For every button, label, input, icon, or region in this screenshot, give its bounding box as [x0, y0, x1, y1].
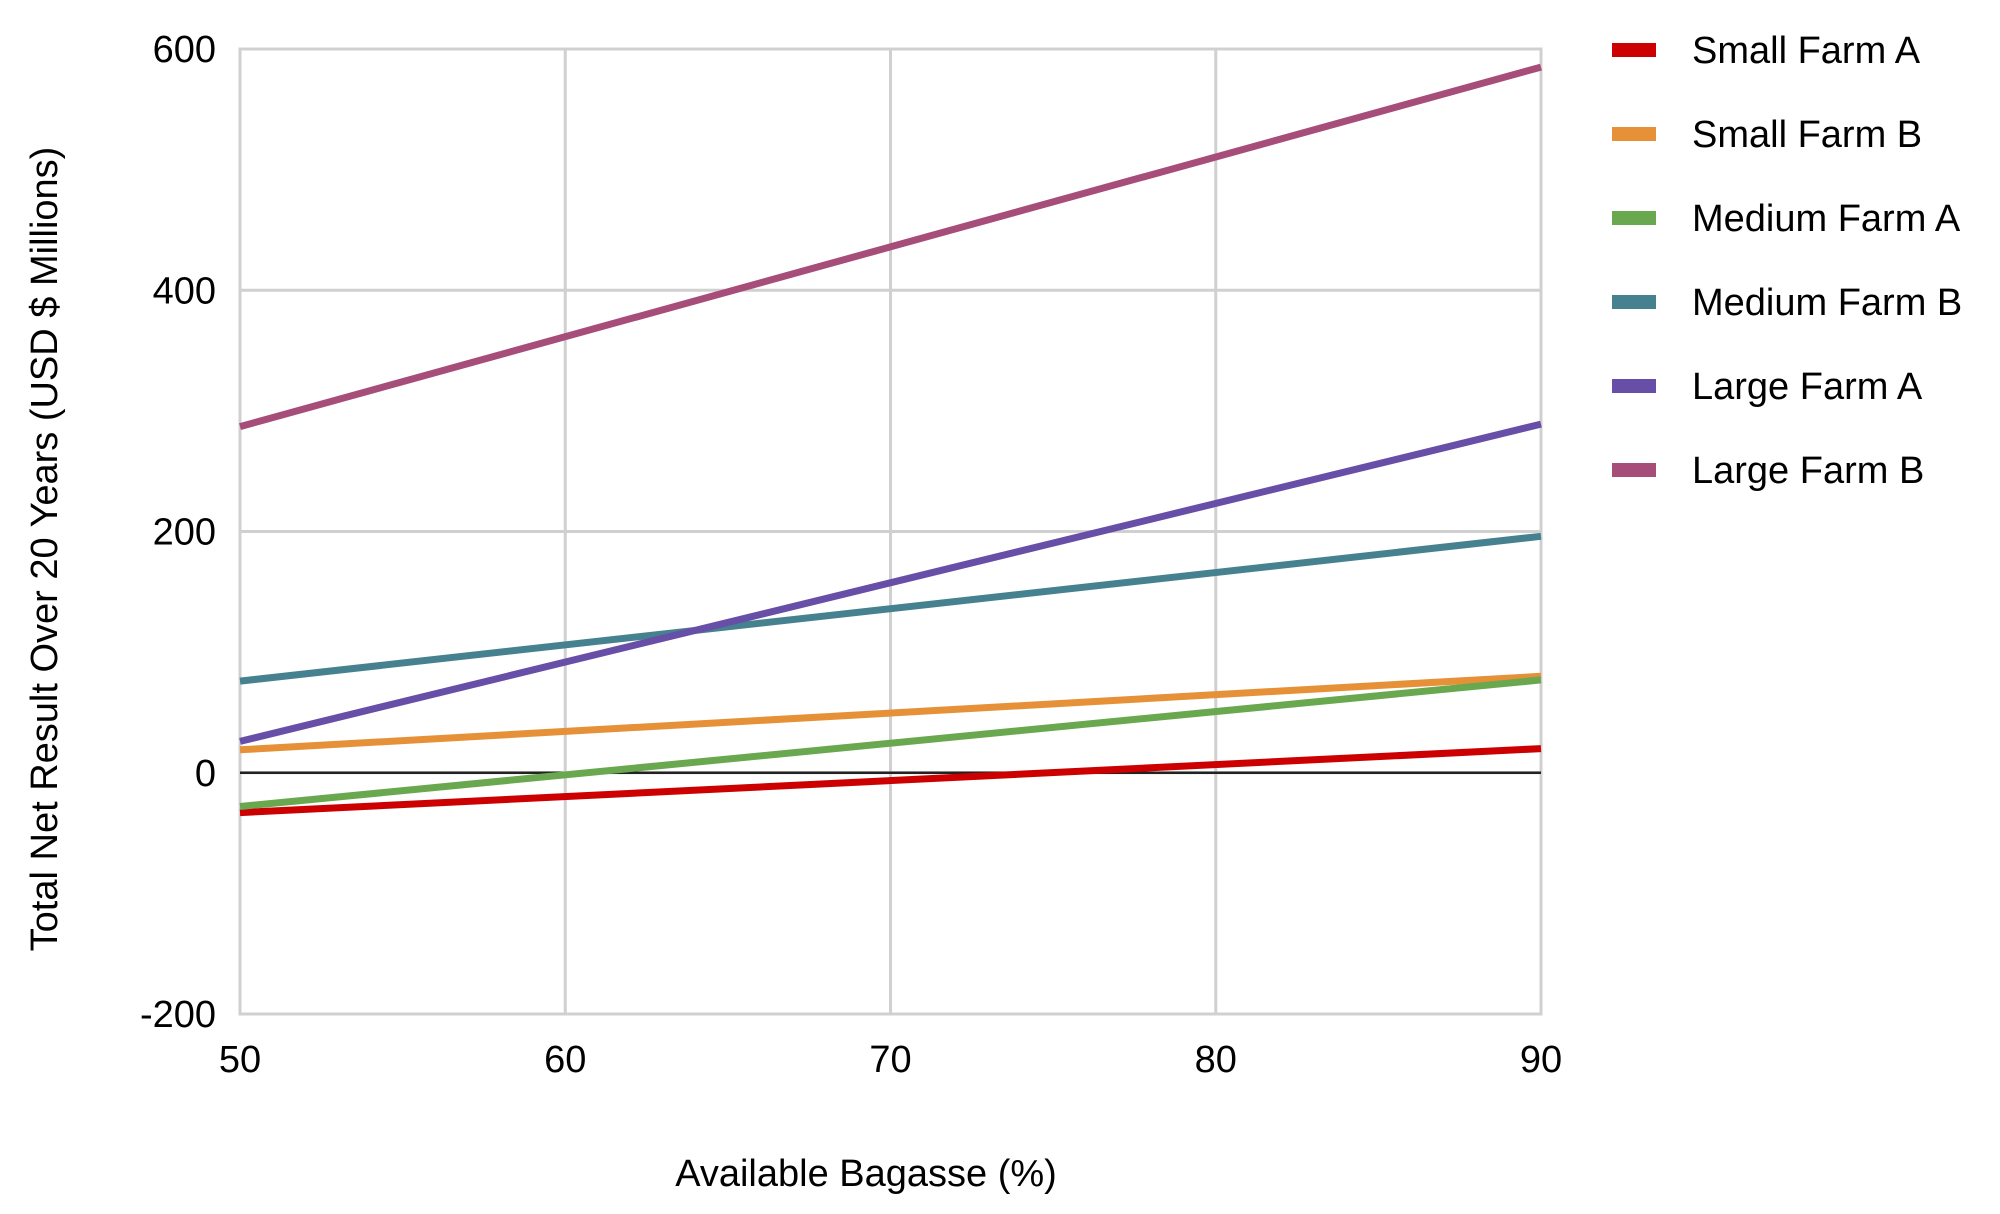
legend-swatch	[1612, 43, 1656, 57]
x-tick-label: 90	[1520, 1039, 1562, 1081]
legend-swatch	[1612, 211, 1656, 225]
y-tick-label: 0	[195, 753, 216, 795]
x-axis-tick-labels: 50 60 70 80 90	[219, 1039, 1562, 1081]
legend-label: Small Farm A	[1692, 30, 1921, 72]
legend-label: Large Farm A	[1692, 366, 1923, 408]
legend-item-medium-farm-b: Medium Farm B	[1612, 282, 1962, 324]
legend-item-large-farm-b: Large Farm B	[1612, 450, 1924, 492]
legend-swatch	[1612, 127, 1656, 141]
series-line-small-farm-a	[239, 745, 1542, 817]
y-tick-label: 400	[153, 270, 216, 312]
y-axis-tick-labels: -200 0 200 400 600	[140, 29, 216, 1036]
x-tick-label: 80	[1195, 1039, 1237, 1081]
x-tick-label: 70	[869, 1039, 911, 1081]
x-tick-label: 60	[544, 1039, 586, 1081]
plot-frame	[238, 47, 1543, 1016]
legend-swatch	[1612, 295, 1656, 309]
y-tick-label: 200	[153, 512, 216, 554]
y-tick-label: 600	[153, 29, 216, 71]
legend-item-large-farm-a: Large Farm A	[1612, 366, 1923, 408]
legend-label: Medium Farm A	[1692, 198, 1961, 240]
x-axis-title: Available Bagasse (%)	[675, 1153, 1057, 1195]
y-axis-title: Total Net Result Over 20 Years (USD $ Mi…	[24, 147, 66, 952]
series-line-medium-farm-b	[239, 532, 1542, 685]
legend-item-small-farm-a: Small Farm A	[1612, 30, 1921, 72]
y-tick-label: -200	[140, 994, 216, 1036]
series-line-large-farm-a	[239, 420, 1542, 745]
plot-border	[238, 47, 1543, 1016]
legend-item-small-farm-b: Small Farm B	[1612, 114, 1922, 156]
series-line-large-farm-b	[239, 63, 1542, 430]
x-tick-label: 50	[219, 1039, 261, 1081]
legend-swatch	[1612, 463, 1656, 477]
legend: Small Farm A Small Farm B Medium Farm A Med…	[1612, 30, 1962, 492]
legend-item-medium-farm-a: Medium Farm A	[1612, 198, 1961, 240]
series-lines	[239, 63, 1542, 817]
series-line-medium-farm-a	[239, 676, 1542, 810]
series-line-small-farm-b	[239, 672, 1542, 754]
legend-label: Medium Farm B	[1692, 282, 1962, 324]
legend-label: Small Farm B	[1692, 114, 1922, 156]
legend-swatch	[1612, 379, 1656, 393]
legend-label: Large Farm B	[1692, 450, 1924, 492]
